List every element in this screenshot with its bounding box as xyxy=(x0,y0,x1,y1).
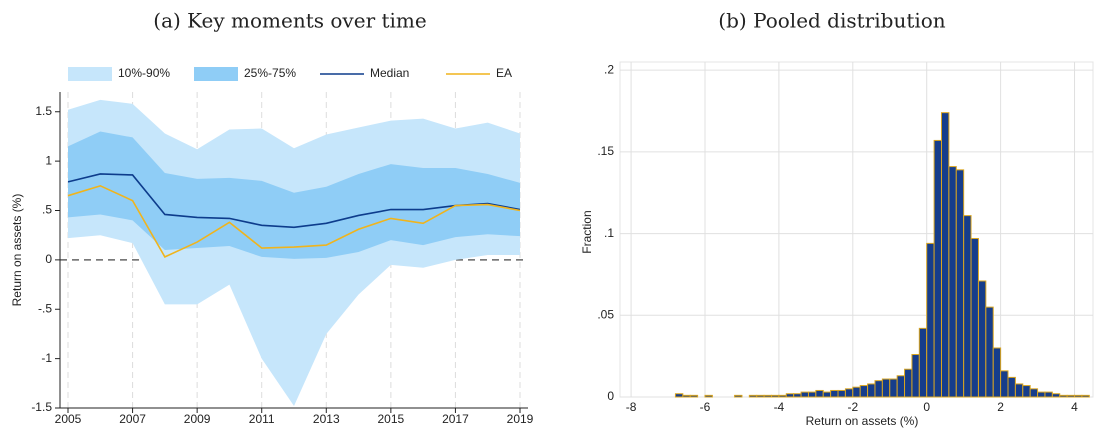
x-tick-label: -4 xyxy=(774,400,785,414)
bar xyxy=(867,383,876,398)
y-tick-label: .2 xyxy=(604,62,614,76)
y-axis-label: Fraction xyxy=(580,210,594,253)
plot-area xyxy=(619,61,1094,398)
bar xyxy=(963,215,972,398)
bar xyxy=(918,327,928,398)
line xyxy=(67,184,521,258)
bar xyxy=(1066,394,1076,398)
y-tick-label: -.5 xyxy=(38,301,52,315)
bar xyxy=(933,139,942,398)
y-tick-label: -1 xyxy=(41,351,52,365)
x-tick-label: 2005 xyxy=(55,412,82,426)
x-axis-label: Return on assets (%) xyxy=(806,414,919,428)
bar xyxy=(948,166,957,398)
chart-title: (b) Pooled distribution xyxy=(718,9,946,33)
bar xyxy=(778,394,787,398)
y-tick-label: 0 xyxy=(45,252,52,266)
x-tick-label: 2017 xyxy=(442,412,469,426)
bar xyxy=(1007,376,1016,398)
bar xyxy=(852,386,861,398)
bar xyxy=(756,394,765,398)
x-tick-label: 2009 xyxy=(184,412,211,426)
legend-label: 10%-90% xyxy=(118,66,170,80)
bar xyxy=(822,391,832,398)
x-tick-label: 2019 xyxy=(507,412,534,426)
y-tick-label: 1.5 xyxy=(35,104,52,118)
bar xyxy=(1022,385,1031,398)
y-tick-label: .1 xyxy=(604,226,614,240)
x-tick-label: 2007 xyxy=(119,412,146,426)
bar xyxy=(1037,391,1046,398)
bar xyxy=(874,380,883,398)
x-tick-label: 2 xyxy=(997,400,1004,414)
y-tick-label: .5 xyxy=(42,203,52,217)
bar xyxy=(881,378,891,398)
bar xyxy=(815,389,824,398)
bar xyxy=(734,394,743,398)
bar xyxy=(830,389,839,398)
bar xyxy=(1059,394,1068,398)
bar xyxy=(1074,394,1083,398)
legend-swatch xyxy=(194,67,238,81)
chart-title: (a) Key moments over time xyxy=(153,9,426,33)
bar xyxy=(1000,370,1009,398)
bar xyxy=(748,394,758,398)
bar xyxy=(911,354,920,398)
bar xyxy=(771,394,780,398)
x-tick-label: -6 xyxy=(700,400,711,414)
bar xyxy=(844,388,854,398)
bar xyxy=(1029,388,1039,398)
legend-label: EA xyxy=(496,66,512,80)
y-tick-label: 1 xyxy=(45,153,52,167)
line xyxy=(67,173,521,229)
bar xyxy=(1044,391,1053,398)
bar xyxy=(977,280,987,398)
x-tick-label: -2 xyxy=(847,400,858,414)
bar xyxy=(896,375,906,398)
bar xyxy=(1051,393,1061,398)
legend-label: Median xyxy=(370,66,409,80)
bar xyxy=(674,393,684,398)
x-tick-label: 2011 xyxy=(249,412,275,426)
x-tick-label: 2013 xyxy=(313,412,340,426)
bar xyxy=(955,169,965,398)
bar xyxy=(763,394,773,398)
y-axis-label: Return on assets (%) xyxy=(10,194,24,307)
y-tick-label: 0 xyxy=(607,389,614,403)
bar xyxy=(1014,383,1024,398)
bar xyxy=(793,393,802,398)
bar xyxy=(785,393,795,398)
bar xyxy=(1081,394,1090,398)
legend-label: 25%-75% xyxy=(244,66,296,80)
bar xyxy=(970,237,979,398)
x-tick-label: -8 xyxy=(626,400,637,414)
band xyxy=(68,131,520,259)
bar xyxy=(926,242,935,398)
x-tick-label: 4 xyxy=(1071,400,1078,414)
x-tick-label: 2015 xyxy=(378,412,405,426)
bar xyxy=(704,394,713,398)
bar xyxy=(837,389,846,398)
legend-swatch xyxy=(68,67,112,81)
x-tick-label: 0 xyxy=(923,400,930,414)
bar xyxy=(889,378,898,398)
y-tick-label: -1.5 xyxy=(31,400,52,414)
bar xyxy=(985,306,994,398)
bar xyxy=(800,391,809,398)
bar xyxy=(904,368,913,398)
bar xyxy=(682,394,691,398)
bar xyxy=(859,385,869,398)
y-tick-label: .05 xyxy=(597,307,614,321)
bar xyxy=(807,391,817,398)
y-tick-label: .15 xyxy=(597,144,614,158)
bar xyxy=(689,394,699,398)
bar xyxy=(992,347,1002,398)
bar xyxy=(940,112,950,398)
